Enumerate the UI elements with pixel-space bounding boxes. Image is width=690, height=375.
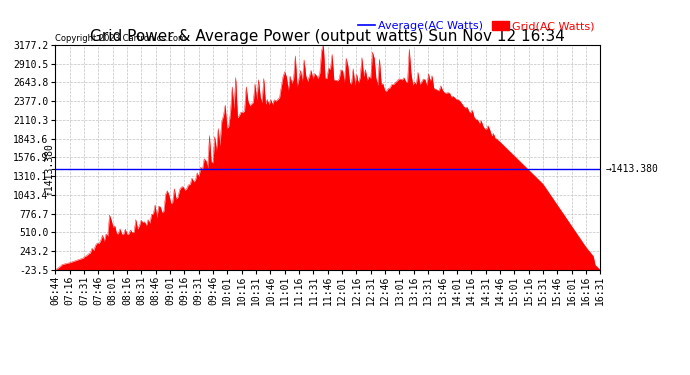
Legend: Average(AC Watts), Grid(AC Watts): Average(AC Watts), Grid(AC Watts)	[358, 21, 595, 32]
Title: Grid Power & Average Power (output watts) Sun Nov 12 16:34: Grid Power & Average Power (output watts…	[90, 29, 565, 44]
Text: →1413.380: →1413.380	[606, 164, 659, 174]
Text: Copyright 2023 Cartronics.com: Copyright 2023 Cartronics.com	[55, 34, 186, 43]
